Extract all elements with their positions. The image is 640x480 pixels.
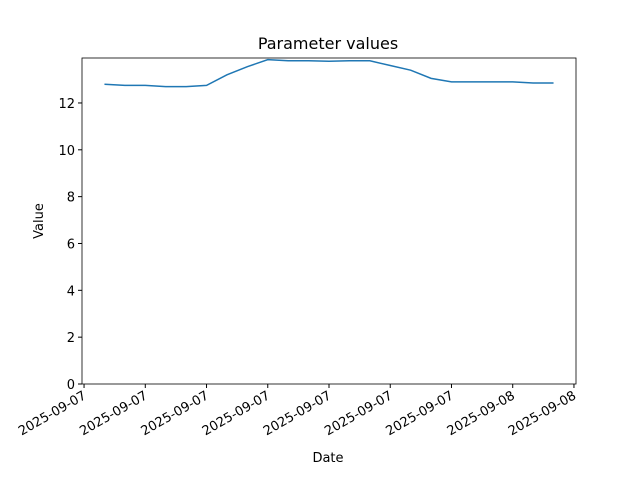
x-tick-label: 2025-09-07	[322, 388, 395, 439]
x-tick-label: 2025-09-07	[77, 388, 150, 439]
x-tick-label: 2025-09-07	[384, 388, 457, 439]
x-tick-label: 2025-09-07	[139, 388, 212, 439]
chart-title: Parameter values	[258, 34, 398, 53]
x-tick-label: 2025-09-08	[445, 388, 518, 439]
y-tick-label: 2	[67, 331, 75, 346]
y-axis-label: Value	[32, 203, 47, 239]
y-tick-label: 8	[67, 191, 75, 206]
x-tick-label: 2025-09-07	[16, 388, 89, 439]
x-tick-label: 2025-09-08	[506, 388, 579, 439]
x-tick-label: 2025-09-07	[200, 388, 273, 439]
plot-frame	[81, 57, 577, 385]
x-axis-label: Date	[312, 451, 343, 466]
y-tick-label: 10	[58, 144, 75, 159]
y-tick-label: 12	[58, 97, 75, 112]
y-tick-label: 0	[67, 378, 75, 393]
data-line	[104, 58, 554, 88]
y-tick-label: 6	[67, 237, 75, 252]
x-tick-label: 2025-09-07	[261, 388, 334, 439]
y-tick-label: 4	[67, 284, 75, 299]
